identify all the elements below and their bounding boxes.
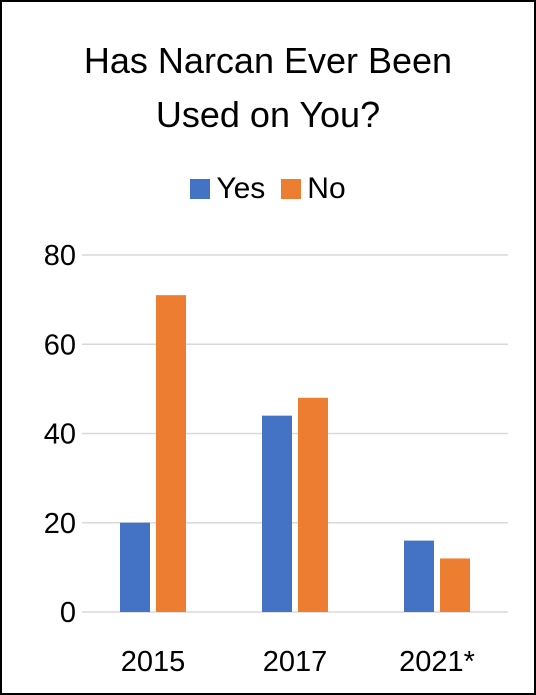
legend-swatch-yes [190, 179, 211, 199]
legend-label-yes: Yes [216, 172, 266, 205]
x-tick-label-2017: 2017 [263, 646, 328, 678]
y-tick-label-40: 40 [44, 419, 76, 451]
chart-legend: Yes No [2, 172, 534, 206]
bar-no-2017 [298, 397, 328, 612]
bar-yes-2021* [404, 540, 434, 612]
x-tick-label-2021*: 2021* [399, 646, 475, 678]
legend-item-no: No [281, 172, 346, 206]
chart-title-line-2: Used on You? [155, 94, 381, 135]
bar-no-2021* [440, 558, 470, 612]
legend-item-yes: Yes [190, 172, 265, 206]
chart-title-line-1: Has Narcan Ever Been [83, 40, 453, 81]
bar-yes-2017 [262, 415, 292, 612]
y-tick-label-0: 0 [60, 597, 76, 629]
y-tick-label-60: 60 [44, 329, 76, 361]
y-tick-label-80: 80 [44, 240, 76, 272]
legend-swatch-no [281, 179, 302, 199]
y-tick-label-20: 20 [44, 508, 76, 540]
x-tick-label-2015: 2015 [121, 646, 186, 678]
chart-title: Has Narcan Ever Been Used on You? [2, 34, 534, 142]
bar-no-2015 [156, 295, 186, 612]
bar-yes-2015 [120, 522, 150, 612]
legend-label-no: No [307, 172, 346, 205]
